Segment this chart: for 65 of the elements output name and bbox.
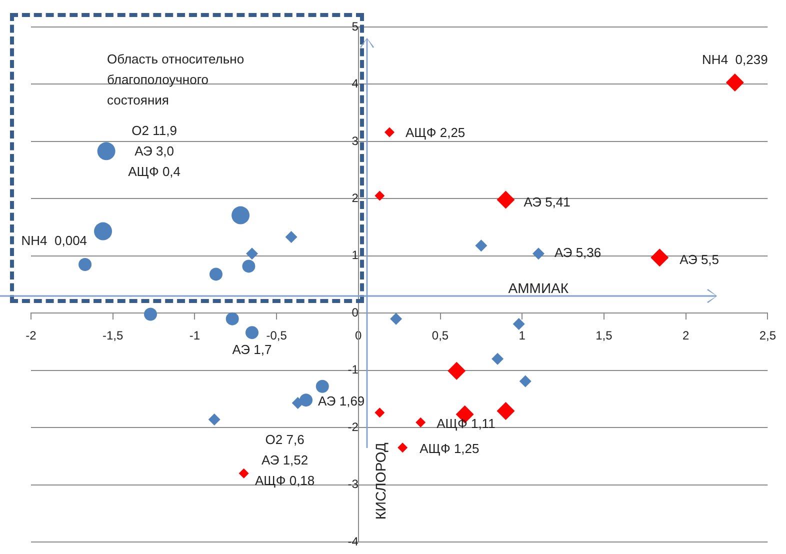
- point: [416, 417, 426, 428]
- point: [94, 222, 112, 240]
- point: [390, 312, 402, 325]
- annotation: АЭ 1,7: [232, 342, 272, 358]
- annotation: NH4 0,239: [702, 52, 768, 68]
- x-tick-label: -0,5: [266, 328, 288, 343]
- y-tick-label: 2: [352, 190, 359, 205]
- point: [726, 74, 744, 92]
- y-tick-label: 3: [352, 134, 359, 148]
- point: [316, 380, 329, 393]
- y-tick-label: -3: [348, 477, 359, 492]
- y-tick-label: 4: [352, 76, 359, 91]
- point: [97, 142, 116, 160]
- y-tick-label: 1: [352, 248, 359, 262]
- point: [398, 442, 408, 453]
- point: [78, 258, 92, 271]
- y-tick-label: 0: [352, 305, 359, 320]
- point: [285, 231, 298, 244]
- point: [208, 414, 220, 426]
- annotation: О2 11,9 АЭ 3,0 АЩФ 0,4: [128, 122, 181, 179]
- point: [496, 190, 515, 209]
- annotation: АЩФ 2,25: [406, 124, 466, 140]
- annotation: АЭ 5,41: [524, 194, 570, 210]
- annotation: О2 7,6 АЭ 1,52 АЩФ 0,18: [254, 432, 315, 488]
- x-tick-label: -1: [189, 328, 200, 343]
- point: [496, 402, 515, 420]
- annotation: АЩФ 1,25: [420, 441, 480, 456]
- annotation: NH4 0,004: [21, 232, 88, 248]
- annotation: АЭ 1,69: [318, 394, 365, 409]
- point: [532, 248, 544, 260]
- x-tick-label: -2: [26, 328, 37, 343]
- annotation: АЭ 5,5: [680, 252, 720, 268]
- y-tick-label: 5: [352, 19, 359, 34]
- point: [246, 248, 258, 260]
- point: [300, 394, 313, 407]
- point: [448, 362, 466, 380]
- y-tick-label: -1: [348, 362, 359, 377]
- point: [650, 248, 669, 267]
- point: [144, 308, 158, 321]
- x-tick-label: 0,5: [432, 328, 449, 343]
- x-tick-label: 2: [682, 328, 690, 343]
- point: [226, 312, 239, 326]
- point: [374, 190, 385, 201]
- y-axis-title: КИСЛОРОД: [372, 442, 388, 520]
- annotation: АЭ 5,36: [554, 245, 602, 260]
- x-tick-label: 2,5: [759, 328, 776, 343]
- point: [232, 206, 250, 224]
- x-axis-title: АММИАК: [508, 280, 570, 296]
- y-tick-label: -4: [348, 534, 359, 548]
- point: [374, 408, 385, 418]
- point: [384, 127, 395, 138]
- point: [242, 260, 256, 273]
- annotation: АЩФ 1,11: [436, 416, 496, 431]
- point: [512, 318, 525, 330]
- y-tick-label: -2: [348, 420, 359, 434]
- point: [246, 326, 258, 340]
- point: [519, 375, 532, 388]
- point: [238, 468, 249, 478]
- x-tick-label: 1,5: [596, 328, 613, 343]
- x-tick-label: -1,5: [102, 328, 124, 343]
- point: [492, 352, 504, 365]
- point: [475, 240, 488, 252]
- point: [209, 268, 222, 281]
- x-tick-label: 1: [518, 328, 526, 343]
- annotation: Область относительно благополоучного состояния: [107, 52, 244, 108]
